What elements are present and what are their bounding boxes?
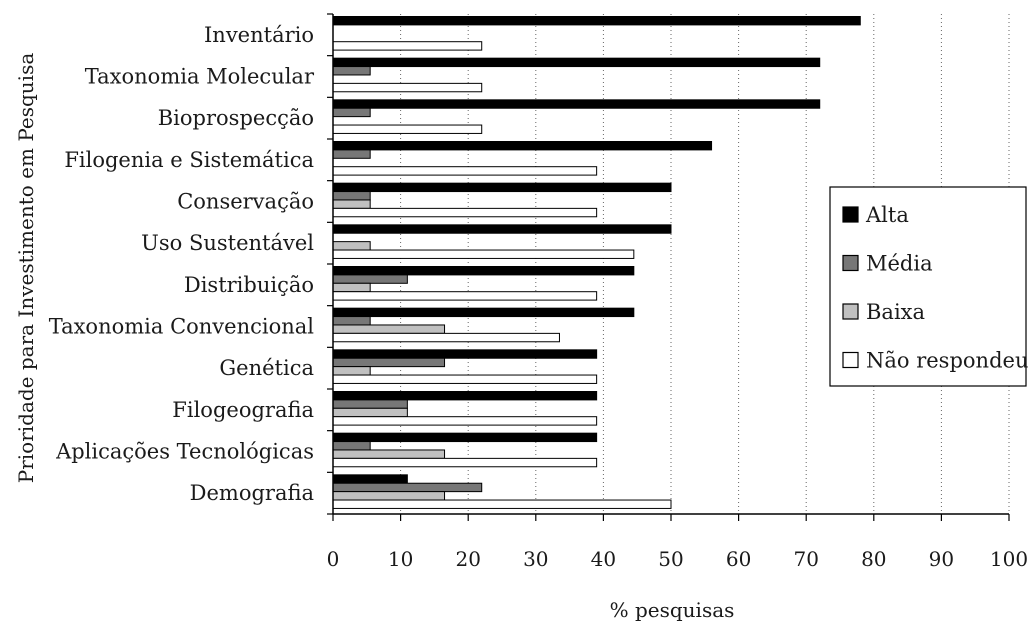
bars — [332, 16, 861, 509]
bar-alta-distribuicao — [332, 266, 635, 276]
legend-items: Alta Média Baixa Não respondeu — [842, 203, 1028, 373]
legend-box — [829, 186, 1027, 387]
bar-nao-respondeu-taxonomia-convencional — [332, 332, 560, 343]
bar-baixa-distribuicao — [332, 282, 371, 293]
bar-alta-demografia — [332, 474, 408, 484]
x-tick-label: 20 — [455, 547, 480, 571]
bar-media-demografia — [332, 482, 483, 493]
x-tick-label: 60 — [726, 547, 751, 571]
bar-alta-taxonomia-convencional — [332, 307, 635, 318]
bar-media-taxonomia-molecular — [332, 66, 371, 76]
category-label-genetica: Genética — [219, 356, 314, 380]
bar-nao-respondeu-filogenia-e-sistematica — [332, 166, 598, 176]
x-tick-label: 90 — [929, 547, 954, 571]
bar-alta-genetica — [332, 349, 598, 359]
bar-media-bioprospeccao — [332, 107, 371, 118]
category-label-distribuicao: Distribuição — [184, 273, 314, 297]
bar-media-filogenia-e-sistematica — [332, 149, 371, 159]
legend-label-media: Média — [866, 252, 933, 276]
x-tick-label: 30 — [523, 547, 548, 571]
bar-baixa-conservacao — [332, 199, 371, 209]
bar-alta-conservacao — [332, 182, 672, 193]
grid-lines — [400, 14, 1010, 514]
bar-alta-uso-sustentavel — [332, 224, 672, 234]
bar-alta-filogenia-e-sistematica — [332, 141, 713, 151]
x-axis-title: % pesquisas — [610, 598, 735, 622]
legend-swatch-media — [842, 254, 859, 272]
bar-alta-aplicacoes-tecnologicas — [332, 432, 598, 443]
bar-baixa-aplicacoes-tecnologicas — [332, 449, 446, 459]
bar-nao-respondeu-genetica — [332, 374, 598, 384]
legend-swatch-baixa — [842, 303, 859, 320]
bar-nao-respondeu-conservacao — [332, 207, 598, 218]
bar-nao-respondeu-inventario — [332, 41, 483, 51]
x-tick-label: 40 — [591, 547, 616, 571]
bar-nao-respondeu-demografia — [332, 499, 672, 509]
category-label-bioprospeccao: Bioprospecção — [158, 106, 314, 130]
bar-media-aplicacoes-tecnologicas — [332, 441, 371, 451]
bar-baixa-demografia — [332, 491, 446, 501]
category-label-aplicacoes-tecnologicas: Aplicações Tecnológicas — [55, 440, 314, 464]
bar-nao-respondeu-uso-sustentavel — [332, 249, 635, 259]
category-label-taxonomia-convencional: Taxonomia Convencional — [49, 315, 315, 339]
category-label-conservacao: Conservação — [177, 190, 314, 214]
x-tick-label: 10 — [388, 547, 413, 571]
axes — [327, 13, 1010, 521]
x-tick-label: 50 — [658, 547, 683, 571]
bar-media-taxonomia-convencional — [332, 316, 371, 326]
bar-media-conservacao — [332, 191, 371, 201]
bar-baixa-uso-sustentavel — [332, 241, 371, 251]
legend-swatch-alta — [842, 206, 859, 223]
category-label-demografia: Demografia — [190, 481, 314, 505]
bar-alta-bioprospeccao — [332, 99, 821, 109]
bar-baixa-genetica — [332, 366, 371, 376]
bar-nao-respondeu-filogeografia — [332, 416, 598, 426]
legend-label-baixa: Baixa — [866, 300, 925, 324]
bar-baixa-filogeografia — [332, 407, 408, 418]
category-label-uso-sustentavel: Uso Sustentável — [141, 231, 314, 255]
category-label-filogenia-e-sistematica: Filogenia e Sistemática — [64, 148, 314, 172]
y-axis-title: Prioridade para Investimento em Pesquisa — [14, 53, 38, 484]
x-tick-label: 70 — [793, 547, 818, 571]
legend-label-nao-respondeu: Não respondeu — [866, 349, 1028, 373]
bar-media-genetica — [332, 357, 446, 368]
bar-media-distribuicao — [332, 274, 408, 284]
legend-label-alta: Alta — [865, 203, 909, 227]
bar-nao-respondeu-bioprospeccao — [332, 124, 483, 134]
category-labels: Inventário Taxonomia Molecular Bioprospecç… — [49, 23, 315, 505]
legend-swatch-nao-respondeu — [842, 351, 859, 369]
bar-alta-inventario — [332, 16, 861, 26]
x-tick-labels: 0 10 20 30 40 50 60 70 80 90 100 — [327, 547, 1028, 571]
bar-media-filogeografia — [332, 399, 408, 409]
bar-alta-filogeografia — [332, 391, 598, 401]
category-label-taxonomia-molecular: Taxonomia Molecular — [85, 65, 315, 89]
x-tick-label: 100 — [990, 547, 1028, 571]
legend: Alta Média Baixa Não respondeu — [829, 186, 1028, 387]
bar-nao-respondeu-taxonomia-molecular — [332, 82, 483, 93]
bar-alta-taxonomia-molecular — [332, 57, 821, 68]
bar-baixa-taxonomia-convencional — [332, 324, 446, 334]
bar-nao-respondeu-aplicacoes-tecnologicas — [332, 457, 598, 468]
x-tick-label: 80 — [861, 547, 886, 571]
category-label-filogeografia: Filogeografia — [172, 398, 314, 422]
bar-nao-respondeu-distribuicao — [332, 291, 598, 301]
category-label-inventario: Inventário — [204, 23, 314, 47]
x-tick-label: 0 — [327, 547, 340, 571]
